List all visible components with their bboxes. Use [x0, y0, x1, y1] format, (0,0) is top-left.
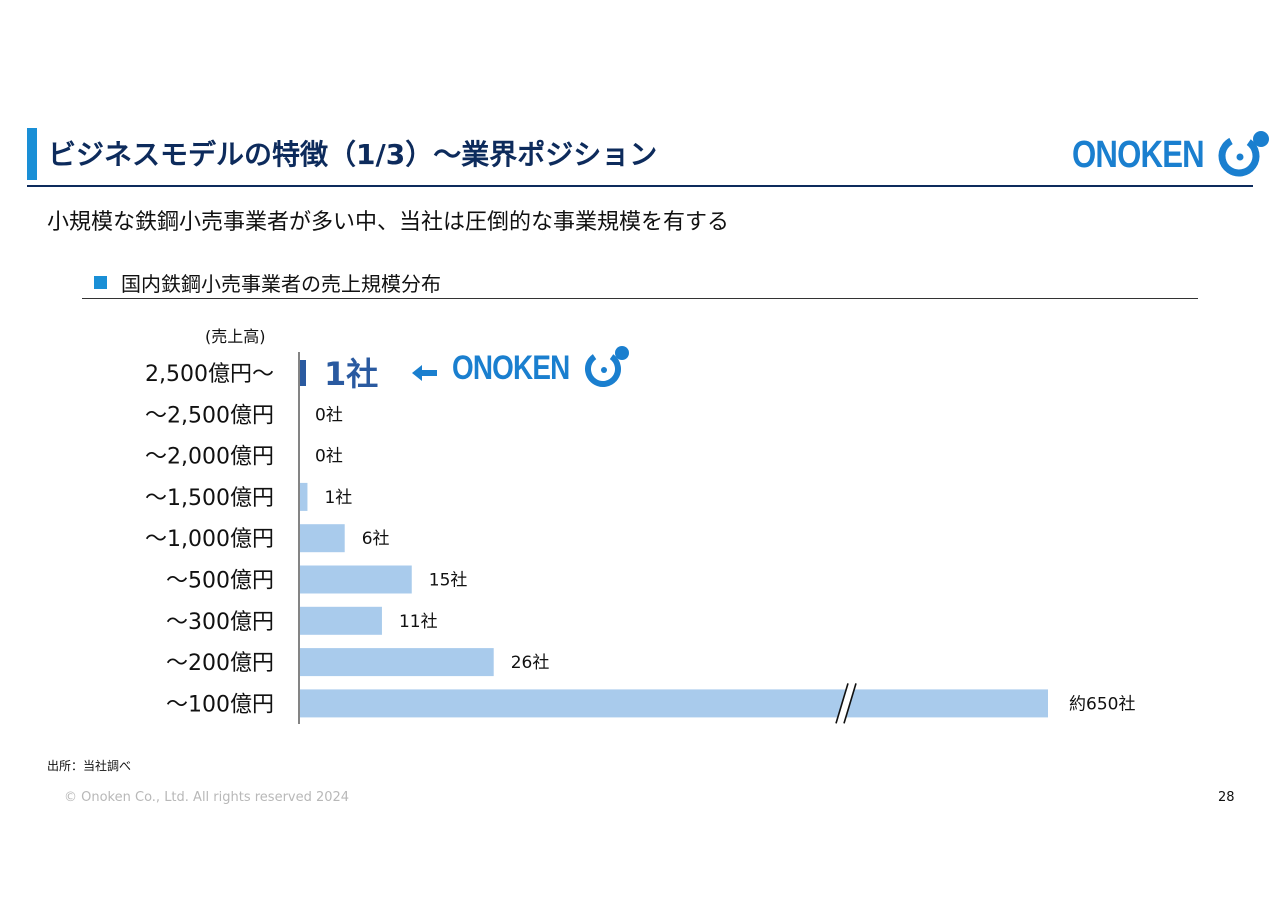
category-label: ～1,000億円: [145, 527, 274, 552]
title-divider: [27, 185, 1253, 187]
highlight-value-label: 1社: [324, 355, 378, 393]
category-label: ～300億円: [166, 610, 274, 635]
axis-unit-label: (売上高): [205, 327, 266, 346]
category-label: ～200億円: [166, 651, 274, 676]
value-label: 0社: [315, 405, 343, 425]
logo-wordmark: ONOKEN: [1072, 133, 1205, 176]
title-accent-bar: [27, 128, 37, 180]
value-label: 6社: [362, 529, 390, 549]
bar-highlight: [300, 360, 306, 386]
category-label: ～2,000億円: [145, 445, 274, 470]
bar: [300, 606, 382, 635]
axis-break-mark: [835, 683, 849, 724]
onoken-logo: ONOKEN: [1072, 127, 1273, 183]
value-label: 11社: [399, 612, 438, 632]
category-label: ～500億円: [166, 569, 274, 594]
arrow-left-icon: [412, 365, 422, 381]
source-note: 出所：当社調べ: [47, 759, 132, 773]
page-number: 28: [1218, 790, 1235, 805]
square-bullet-icon: [94, 276, 107, 289]
category-label: 2,500億円～: [145, 362, 274, 387]
bar: [300, 648, 494, 677]
category-label: ～100億円: [166, 692, 274, 717]
value-label: 1社: [324, 488, 352, 508]
value-label: 0社: [315, 447, 343, 467]
bar: [300, 482, 308, 511]
section-heading: 国内鉄鋼小売事業者の売上規模分布: [94, 268, 441, 297]
highlight-logo-wordmark: ONOKEN: [452, 348, 570, 387]
bar: [300, 689, 1048, 718]
value-label: 15社: [429, 571, 468, 591]
section-divider: [82, 298, 1198, 299]
section-title: 国内鉄鋼小売事業者の売上規模分布: [121, 272, 441, 296]
subtitle: 小規模な鉄鋼小売事業者が多い中、当社は圧倒的な事業規模を有する: [47, 210, 730, 235]
copyright: © Onoken Co., Ltd. All rights reserved 2…: [64, 790, 350, 805]
value-label: 26社: [511, 653, 550, 673]
category-label: ～2,500億円: [145, 403, 274, 428]
value-label: 約650社: [1069, 694, 1135, 714]
page-title: ビジネスモデルの特徴（1/3）～業界ポジション: [48, 138, 658, 171]
axis-break-mark: [843, 683, 857, 724]
category-label: ～1,500億円: [145, 486, 274, 511]
bar: [300, 565, 412, 594]
highlight-onoken-logo: ONOKEN: [452, 342, 637, 394]
bar: [300, 524, 345, 553]
logo-ring-icon: [1218, 131, 1269, 177]
highlight-logo-ring-icon: [585, 346, 630, 387]
axis-break-gap: [836, 683, 856, 724]
